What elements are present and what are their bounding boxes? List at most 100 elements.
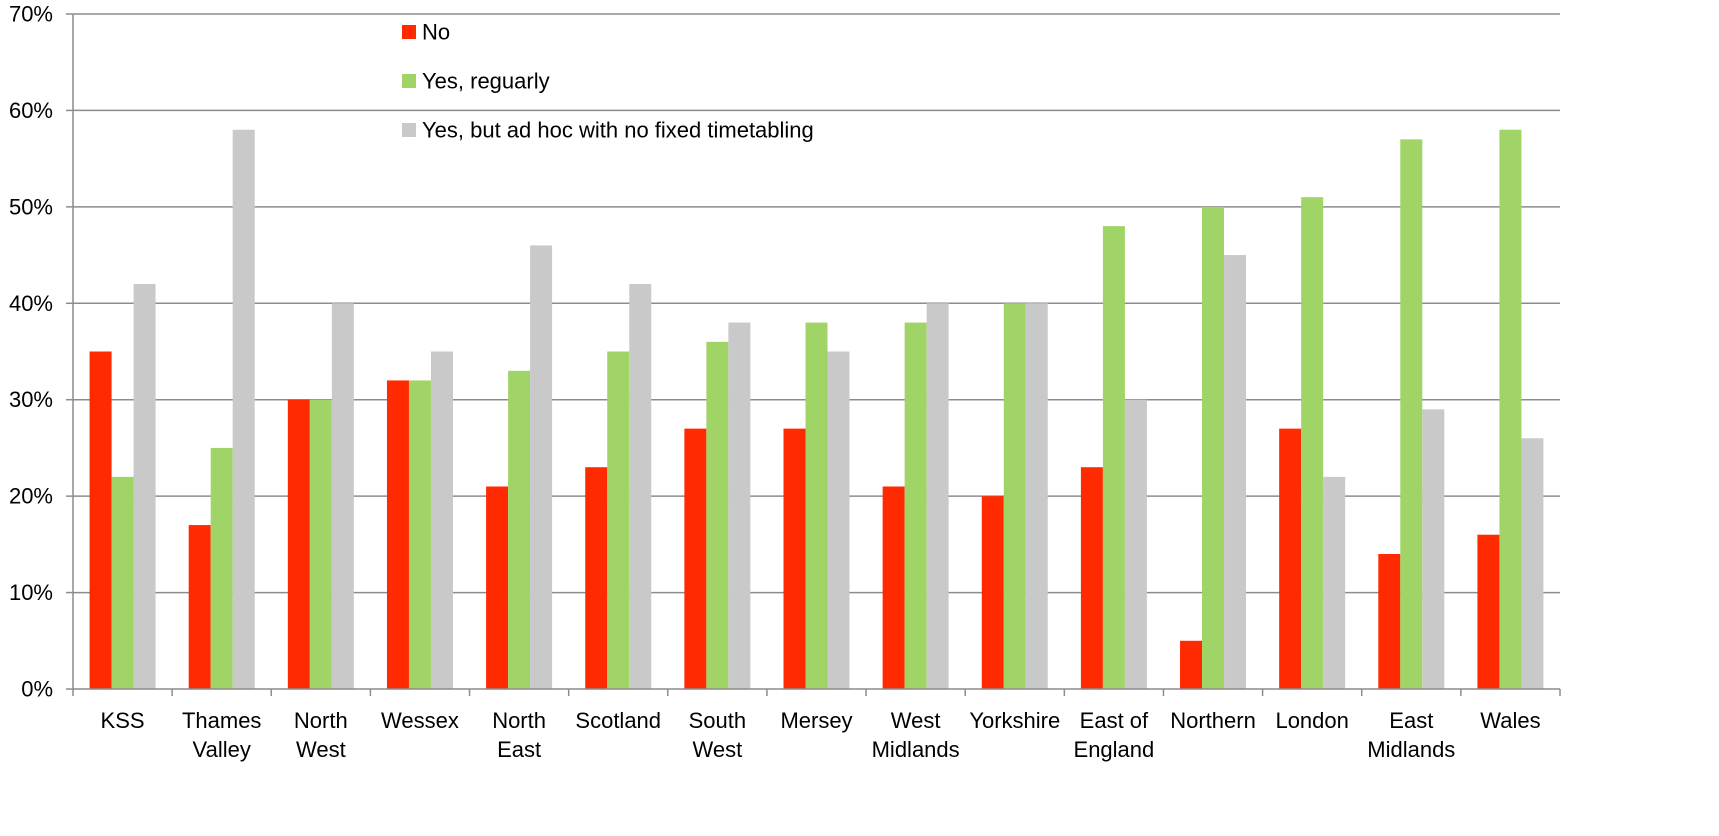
- legend-label: Yes, but ad hoc with no fixed timetablin…: [422, 118, 814, 143]
- x-tick-label-line: London: [1275, 708, 1348, 733]
- legend-label: No: [422, 20, 450, 45]
- bar: [287, 399, 310, 689]
- bar: [607, 351, 630, 689]
- x-tick-label-line: Wessex: [381, 708, 459, 733]
- bar: [981, 496, 1004, 689]
- bar: [1180, 640, 1203, 689]
- bar: [1102, 226, 1125, 689]
- bar: [486, 486, 509, 689]
- x-tick-label: Wessex: [381, 708, 459, 733]
- x-tick-label-line: East: [1389, 708, 1433, 733]
- legend-swatch: [402, 123, 416, 137]
- bar: [1080, 467, 1103, 689]
- x-tick-label-line: West: [891, 708, 941, 733]
- x-tick-label: West Midlands: [872, 708, 960, 762]
- x-axis-ticks: KSS Thames Valley North West Wessex North East S…: [72, 689, 1561, 762]
- bar: [1521, 438, 1544, 689]
- legend: No Yes, reguarly Yes, but ad hoc with no f…: [402, 20, 814, 143]
- x-tick-label-line: North: [492, 708, 546, 733]
- bar: [827, 351, 850, 689]
- y-tick-label: 20%: [9, 484, 53, 509]
- bar: [530, 245, 553, 689]
- bar: [1301, 197, 1324, 689]
- legend-label: Yes, reguarly: [422, 69, 550, 94]
- bar: [1025, 303, 1048, 689]
- x-tick-label: North West: [294, 708, 348, 762]
- x-tick-label-line: Midlands: [1367, 737, 1455, 762]
- y-tick-label: 60%: [9, 98, 53, 123]
- bar: [1124, 399, 1147, 689]
- x-tick-label-line: East of: [1080, 708, 1149, 733]
- bar: [706, 341, 729, 689]
- x-tick-label: Northern: [1170, 708, 1256, 733]
- y-axis-ticks: 0% 10% 20% 30% 40% 50% 60% 70%: [9, 2, 73, 702]
- bar: [629, 284, 652, 689]
- bar: [1378, 554, 1401, 689]
- x-tick-label-line: Northern: [1170, 708, 1256, 733]
- x-tick-label: Wales: [1480, 708, 1540, 733]
- bar: [232, 129, 255, 689]
- x-tick-label-line: West: [693, 737, 743, 762]
- x-tick-label: East Midlands: [1367, 708, 1455, 762]
- y-tick-label: 0%: [21, 677, 53, 702]
- bar: [728, 322, 751, 689]
- bar: [331, 303, 354, 689]
- y-tick-label: 10%: [9, 580, 53, 605]
- x-tick-label-line: South: [689, 708, 747, 733]
- y-tick-label: 40%: [9, 291, 53, 316]
- bar: [805, 322, 828, 689]
- x-tick-label-line: England: [1074, 737, 1155, 762]
- x-tick-label: Mersey: [780, 708, 852, 733]
- x-tick-label-line: KSS: [101, 708, 145, 733]
- legend-swatch: [402, 74, 416, 88]
- y-tick-label: 30%: [9, 387, 53, 412]
- bar: [1202, 206, 1225, 689]
- x-tick-label: KSS: [101, 708, 145, 733]
- bar: [783, 428, 806, 689]
- x-tick-label: Thames Valley: [182, 708, 261, 762]
- x-tick-label-line: North: [294, 708, 348, 733]
- x-tick-label: South West: [689, 708, 747, 762]
- x-tick-label-line: Thames: [182, 708, 261, 733]
- y-tick-label: 50%: [9, 194, 53, 219]
- bar: [1279, 428, 1302, 689]
- axes: [72, 14, 1560, 690]
- bar: [1003, 303, 1026, 689]
- bar: [210, 447, 233, 689]
- x-tick-label-line: Mersey: [780, 708, 852, 733]
- x-tick-label-line: Wales: [1480, 708, 1540, 733]
- x-tick-label-line: West: [296, 737, 346, 762]
- bar: [1499, 129, 1522, 689]
- bar: [111, 476, 134, 689]
- x-tick-label-line: East: [497, 737, 541, 762]
- bar: [508, 370, 531, 689]
- y-tick-label: 70%: [9, 2, 53, 27]
- bar: [430, 351, 453, 689]
- x-tick-label-line: Scotland: [575, 708, 661, 733]
- x-tick-label: Yorkshire: [969, 708, 1060, 733]
- bars: [89, 129, 1544, 690]
- bar: [309, 399, 332, 689]
- bar: [133, 284, 156, 689]
- x-tick-label-line: Yorkshire: [969, 708, 1060, 733]
- bar: [408, 380, 431, 689]
- x-tick-label: North East: [492, 708, 546, 762]
- x-tick-label: London: [1275, 708, 1348, 733]
- bar: [1422, 409, 1445, 689]
- x-tick-label-line: Midlands: [872, 737, 960, 762]
- x-tick-label-line: Valley: [193, 737, 251, 762]
- bar: [1323, 476, 1346, 689]
- bar: [1224, 255, 1247, 690]
- bar: [1400, 139, 1423, 689]
- bar: [386, 380, 409, 689]
- bar: [926, 303, 949, 689]
- legend-swatch: [402, 25, 416, 39]
- bar: [1477, 534, 1500, 689]
- bar: [882, 486, 905, 689]
- bar: [585, 467, 608, 689]
- bar: [904, 322, 927, 689]
- x-tick-label: Scotland: [575, 708, 661, 733]
- bar: [684, 428, 707, 689]
- bar: [89, 351, 112, 689]
